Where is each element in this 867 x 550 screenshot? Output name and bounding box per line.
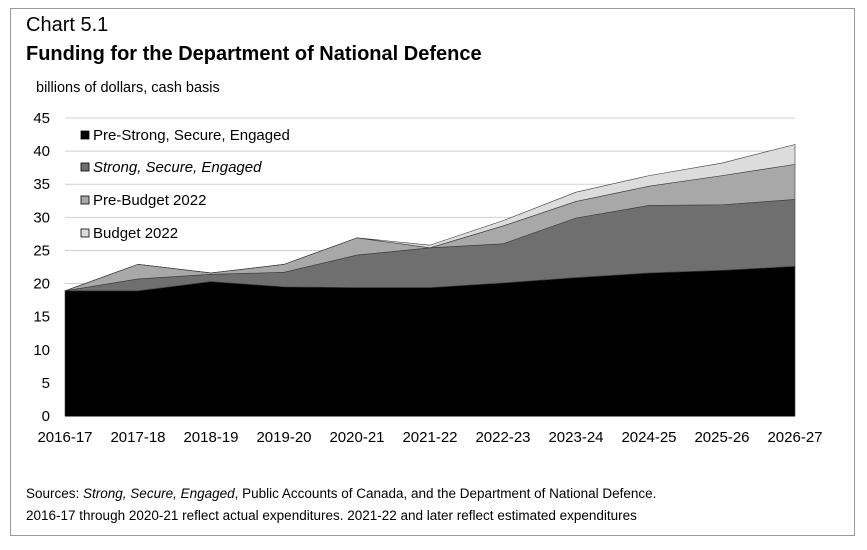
x-tick-label: 2020-21 bbox=[329, 429, 384, 446]
chart-frame bbox=[10, 8, 855, 536]
y-tick-label: 35 bbox=[33, 176, 50, 193]
legend-label: Strong, Secure, Engaged bbox=[93, 159, 262, 176]
x-tick-label: 2016-17 bbox=[37, 429, 92, 446]
x-tick-label: 2018-19 bbox=[183, 429, 238, 446]
y-tick-label: 10 bbox=[33, 342, 50, 359]
stacked-areas bbox=[64, 144, 796, 417]
legend-swatch bbox=[80, 195, 90, 205]
sources-note: Sources: Strong, Secure, Engaged, Public… bbox=[26, 485, 656, 503]
chart-title: Funding for the Department of National D… bbox=[26, 43, 482, 65]
legend-swatch bbox=[80, 130, 90, 140]
x-tick-label: 2025-26 bbox=[694, 429, 749, 446]
sources-italic: Strong, Secure, Engaged bbox=[83, 486, 235, 501]
x-tick-label: 2023-24 bbox=[548, 429, 603, 446]
y-tick-label: 25 bbox=[33, 242, 50, 259]
legend-label: Budget 2022 bbox=[93, 225, 178, 242]
sources-prefix: Sources: bbox=[26, 486, 84, 501]
chart-number: Chart 5.1 bbox=[26, 14, 109, 36]
legend-label: Pre-Budget 2022 bbox=[93, 192, 206, 209]
y-tick-label: 5 bbox=[42, 375, 50, 392]
y-tick-label: 20 bbox=[33, 276, 50, 293]
legend-swatch bbox=[80, 228, 90, 238]
y-tick-label: 30 bbox=[33, 209, 50, 226]
legend: Pre-Strong, Secure, Engaged Strong, Secur… bbox=[80, 127, 290, 242]
area-budget-2022 bbox=[64, 144, 796, 292]
x-tick-label: 2021-22 bbox=[402, 429, 457, 446]
expenditure-note: 2016-17 through 2020-21 reflect actual e… bbox=[26, 508, 637, 523]
x-tick-label: 2024-25 bbox=[621, 429, 676, 446]
sources-rest: , Public Accounts of Canada, and the Dep… bbox=[234, 486, 657, 501]
x-tick-label: 2017-18 bbox=[110, 429, 165, 446]
y-tick-label: 45 bbox=[33, 110, 50, 127]
y-tick-label: 40 bbox=[33, 143, 50, 160]
x-tick-label: 2026-27 bbox=[767, 429, 822, 446]
legend-label: Pre-Strong, Secure, Engaged bbox=[93, 127, 290, 144]
axes: 0 5 10 15 20 25 30 35 40 45 2016-17 2017-18 2018-19 2… bbox=[33, 110, 822, 446]
x-tick-label: 2022-23 bbox=[475, 429, 530, 446]
y-tick-label: 15 bbox=[33, 309, 50, 326]
x-tick-label: 2019-20 bbox=[256, 429, 311, 446]
y-tick-label: 0 bbox=[42, 408, 50, 425]
y-axis-unit-label: billions of dollars, cash basis bbox=[36, 80, 220, 96]
legend-swatch bbox=[80, 162, 90, 172]
area-pre-strong-secure-engaged bbox=[64, 266, 796, 417]
